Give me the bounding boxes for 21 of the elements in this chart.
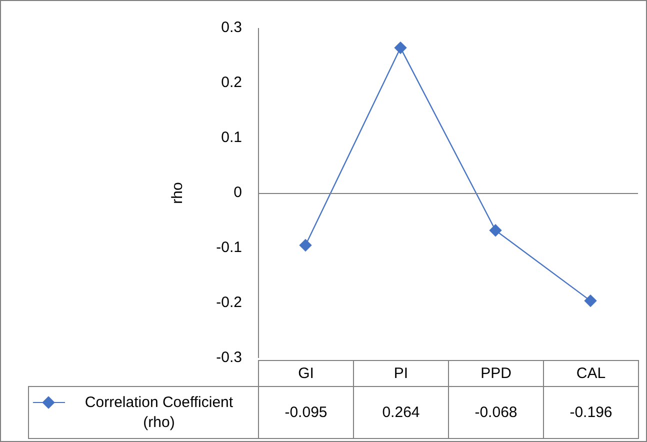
y-tick-label: 0.1 xyxy=(221,129,242,146)
legend-label: Correlation Coefficient (rho) xyxy=(84,392,234,432)
y-tick-label: 0 xyxy=(234,184,242,202)
y-axis-title: rho xyxy=(169,182,186,204)
x-tick-label: CAL xyxy=(544,360,638,386)
data-label: -0.068 xyxy=(448,386,544,438)
y-tick-label: 0.3 xyxy=(221,19,242,36)
point xyxy=(394,42,407,54)
x-tick-label: PPD xyxy=(448,360,544,386)
data-label: 0.264 xyxy=(354,386,448,438)
data-label: -0.196 xyxy=(544,386,638,438)
y-tick-label: -0.2 xyxy=(216,294,242,312)
y-tick-label: -0.3 xyxy=(216,349,242,366)
data-label: -0.095 xyxy=(258,386,354,438)
point xyxy=(584,294,597,307)
x-tick-label: GI xyxy=(258,360,354,386)
point xyxy=(489,224,502,236)
y-tick-label: -0.1 xyxy=(216,239,242,256)
point xyxy=(299,239,312,252)
y-tick-label: 0.2 xyxy=(221,74,242,92)
x-tick-label: PI xyxy=(354,360,448,386)
